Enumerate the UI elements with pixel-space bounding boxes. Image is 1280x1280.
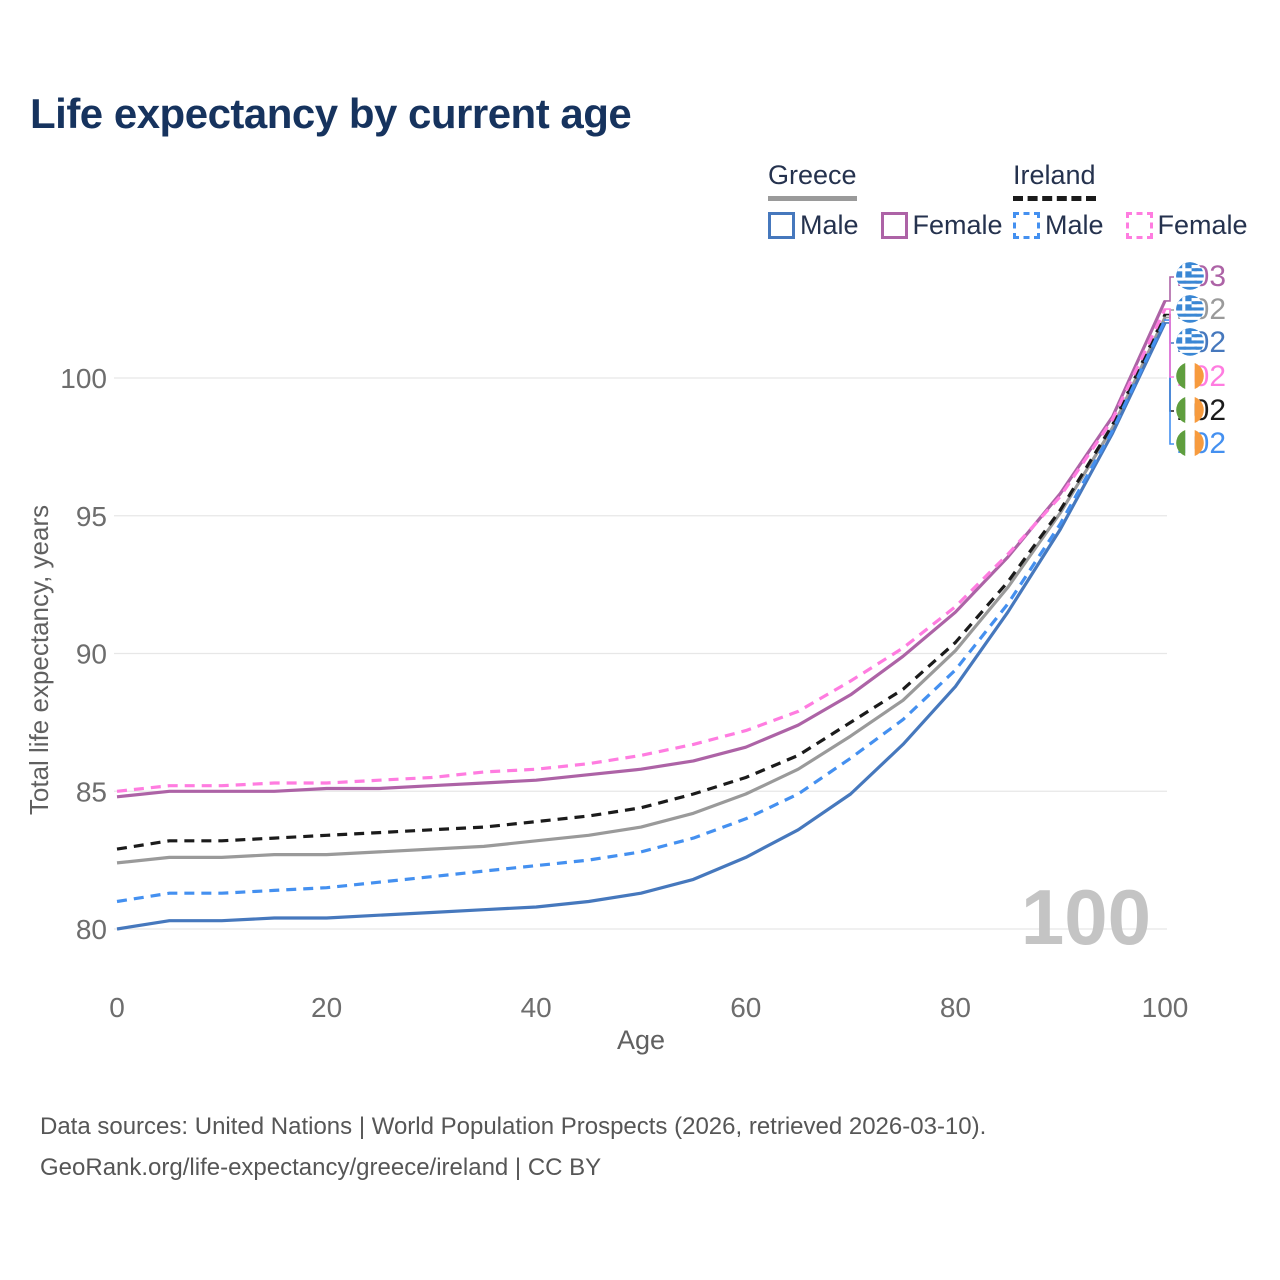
series-line-ireland-male (116, 319, 1167, 904)
leader-line (1164, 308, 1174, 378)
x-axis-title: Age (617, 1025, 665, 1055)
legend-items-ireland: Male Female (1013, 210, 1270, 241)
ireland-flag-icon (1176, 396, 1204, 424)
greece-male-swatch-icon (768, 212, 795, 239)
x-tick-label: 60 (730, 992, 761, 1023)
leader-line (1164, 313, 1174, 412)
y-tick-label: 80 (76, 914, 107, 945)
legend-group-ireland: Ireland Male Female (1013, 160, 1270, 241)
end-label-greece-female: 103 (1176, 262, 1226, 292)
greece-flag-icon (1176, 328, 1204, 356)
ireland-flag-icon (1176, 362, 1204, 390)
series-line-ireland-total (116, 313, 1167, 851)
series-line-greece-female (116, 300, 1167, 799)
data-sources-text: Data sources: United Nations | World Pop… (40, 1113, 987, 1140)
ireland-female-swatch-icon (1125, 212, 1153, 239)
end-label-greece-total: 102 (1176, 295, 1226, 325)
x-tick-label: 100 (1142, 992, 1189, 1023)
y-tick-label: 90 (76, 639, 107, 670)
footer: Data sources: United Nations | World Pop… (40, 1106, 986, 1188)
series-line-greece-total (116, 316, 1167, 865)
series-line-greece-male (116, 322, 1167, 931)
y-axis-title: Total life expectancy, years (24, 505, 54, 815)
y-tick-label: 95 (76, 501, 107, 532)
legend-country-ireland: Ireland (1013, 160, 1096, 201)
end-label-ireland-male: 102 (1176, 429, 1226, 459)
end-label-ireland-total: 102 (1176, 396, 1226, 426)
page-title: Life expectancy by current age (30, 90, 632, 137)
legend-country-greece: Greece (768, 160, 857, 201)
legend-label-ireland-male: Male (1045, 210, 1104, 240)
y-tick-label: 100 (60, 363, 107, 394)
y-tick-label: 85 (76, 776, 107, 807)
x-tick-label: 20 (311, 992, 342, 1023)
greece-flag-icon (1176, 262, 1204, 290)
legend-group-greece: Greece Male Female (768, 160, 1025, 241)
series-line-ireland-female (116, 308, 1167, 793)
current-age-watermark: 100 (1020, 873, 1152, 961)
greece-flag-icon (1176, 295, 1204, 323)
ireland-flag-icon (1176, 429, 1204, 457)
legend-items-greece: Male Female (768, 210, 1025, 241)
leader-line (1164, 322, 1174, 344)
greece-female-swatch-icon (880, 212, 908, 239)
x-tick-label: 80 (940, 992, 971, 1023)
legend-label-greece-male: Male (800, 210, 859, 240)
attribution-text: GeoRank.org/life-expectancy/greece/irela… (40, 1154, 602, 1181)
leader-line (1164, 276, 1174, 302)
x-tick-label: 0 (109, 992, 125, 1023)
end-label-ireland-female: 102 (1176, 362, 1226, 392)
leader-line (1164, 319, 1174, 445)
x-tick-label: 40 (521, 992, 552, 1023)
ireland-male-swatch-icon (1013, 212, 1040, 239)
legend-label-ireland-female: Female (1157, 210, 1248, 240)
end-label-greece-male: 102 (1176, 328, 1226, 358)
legend-label-greece-female: Female (912, 210, 1003, 240)
